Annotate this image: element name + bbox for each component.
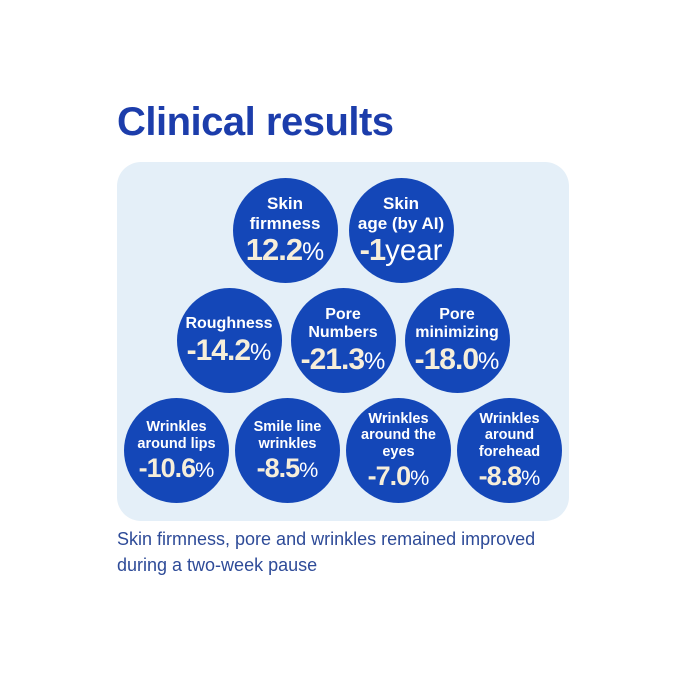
stat-label-line: Pore bbox=[439, 305, 475, 323]
results-panel: Skin firmness 12.2% Skin age (by AI) -1year R… bbox=[117, 162, 569, 521]
stat-label-line: Pore bbox=[325, 305, 361, 323]
stat-unit: % bbox=[521, 465, 541, 491]
stat-circle: Wrinkles around lips -10.6% bbox=[124, 398, 229, 503]
circle-row: Roughness -14.2% Pore Numbers -21.3% Pore mini… bbox=[176, 288, 510, 393]
stat-circle: Skin firmness 12.2% bbox=[232, 178, 338, 283]
stat-circle: Smile line wrinkles -8.5% bbox=[235, 398, 340, 503]
stat-label-line: Roughness bbox=[185, 314, 273, 332]
stat-circle: Wrinkles around forehead -8.8% bbox=[457, 398, 562, 503]
stat-label-line: eyes bbox=[382, 444, 415, 461]
stat-value: -8.8% bbox=[479, 462, 541, 490]
stat-label-line: Skin bbox=[267, 194, 303, 213]
stat-value: -8.5% bbox=[256, 452, 319, 483]
stat-unit: % bbox=[195, 456, 215, 482]
stat-unit: % bbox=[364, 347, 386, 375]
stat-unit: % bbox=[299, 456, 319, 482]
stat-number: -8.5 bbox=[256, 452, 301, 483]
stat-label: Pore Numbers bbox=[308, 306, 377, 343]
stat-unit: % bbox=[250, 338, 272, 366]
stat-label-line: Wrinkles bbox=[479, 410, 540, 427]
stat-unit: % bbox=[478, 347, 500, 375]
stat-label: Wrinkles around the eyes bbox=[361, 411, 436, 461]
footer-note: Skin firmness, pore and wrinkles remaine… bbox=[117, 527, 587, 579]
stat-number: -7.0 bbox=[367, 461, 412, 492]
stat-label: Wrinkles around lips bbox=[137, 419, 215, 453]
stat-unit: year bbox=[385, 234, 443, 268]
stat-circle: Pore Numbers -21.3% bbox=[290, 288, 396, 393]
stat-unit: % bbox=[302, 239, 325, 267]
stat-label-line: minimizing bbox=[415, 324, 499, 342]
stat-circle: Wrinkles around the eyes -7.0% bbox=[346, 398, 451, 503]
stat-value: 12.2% bbox=[246, 234, 324, 267]
footer-line-2: during a two-week pause bbox=[117, 554, 318, 575]
stat-label-line: wrinkles bbox=[258, 435, 317, 452]
stat-label: Skin firmness bbox=[250, 194, 321, 233]
stat-label: Skin age (by AI) bbox=[358, 194, 444, 233]
stat-label-line: Wrinkles bbox=[146, 419, 207, 436]
stat-label-line: age (by AI) bbox=[357, 213, 445, 233]
stat-label-line: around bbox=[484, 427, 535, 444]
stat-label-line: around the bbox=[361, 427, 436, 444]
stat-label-line: around lips bbox=[137, 435, 216, 452]
stat-circle: Pore minimizing -18.0% bbox=[404, 288, 510, 393]
circle-row: Skin firmness 12.2% Skin age (by AI) -1year bbox=[232, 178, 454, 283]
stat-number: 12.2 bbox=[245, 232, 303, 268]
stat-label-line: firmness bbox=[249, 213, 321, 233]
stat-number: -14.2 bbox=[186, 333, 251, 367]
stat-circle: Roughness -14.2% bbox=[176, 288, 282, 393]
footer-line-1: Skin firmness, pore and wrinkles remaine… bbox=[117, 529, 536, 549]
stat-value: -21.3% bbox=[301, 344, 386, 376]
stat-circle: Skin age (by AI) -1year bbox=[348, 178, 454, 283]
stat-number: -21.3 bbox=[300, 342, 365, 376]
stat-value: -14.2% bbox=[186, 333, 272, 367]
stat-label: Roughness bbox=[185, 315, 272, 334]
stat-label-line: Skin bbox=[383, 193, 419, 213]
stat-number: -10.6 bbox=[138, 452, 197, 483]
stat-value: -7.0% bbox=[368, 462, 430, 490]
stat-number: -8.8 bbox=[478, 461, 523, 492]
stat-number: -18.0 bbox=[414, 342, 479, 376]
stat-label-line: forehead bbox=[478, 444, 541, 461]
circle-row: Wrinkles around lips -10.6% Smile line wrink… bbox=[124, 398, 562, 503]
stat-value: -18.0% bbox=[415, 344, 500, 376]
stat-number: -1 bbox=[359, 232, 387, 268]
stat-value: -10.6% bbox=[138, 452, 215, 483]
stat-label: Pore minimizing bbox=[415, 306, 499, 343]
stat-label-line: Wrinkles bbox=[368, 410, 429, 427]
stat-label: Smile line wrinkles bbox=[254, 419, 322, 453]
stat-unit: % bbox=[410, 465, 430, 491]
stat-label: Wrinkles around forehead bbox=[479, 411, 540, 461]
stat-value: -1year bbox=[359, 232, 443, 268]
page-title: Clinical results bbox=[117, 100, 394, 144]
stat-label-line: Numbers bbox=[308, 324, 378, 342]
stat-label-line: Smile line bbox=[253, 419, 322, 436]
